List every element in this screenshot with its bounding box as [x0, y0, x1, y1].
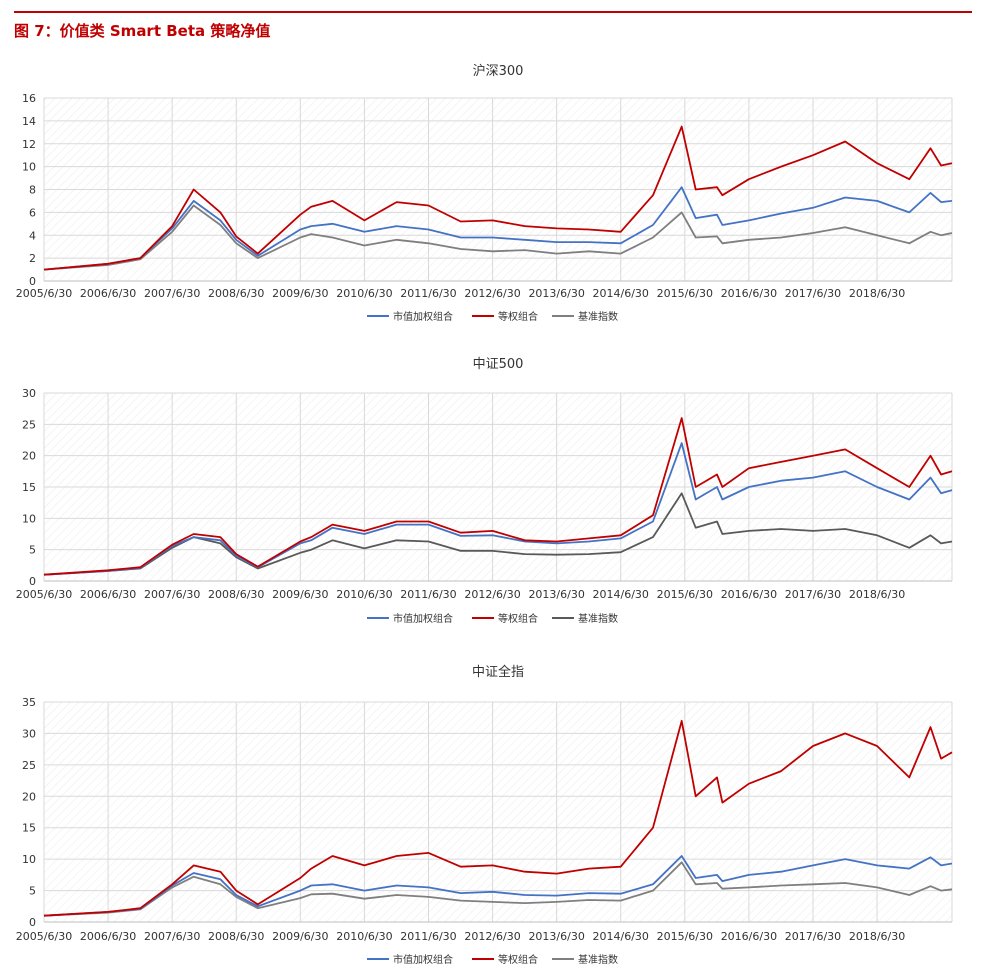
x-tick-label: 2012/6/30	[464, 588, 520, 601]
x-tick-label: 2006/6/30	[80, 287, 136, 300]
x-tick-label: 2018/6/30	[849, 588, 905, 601]
chart-3: 中证全指 0 5 10 15 20 25 30 35 2005/6/30 2006/6/30 2007…	[16, 664, 953, 966]
chart-title: 沪深300	[473, 63, 524, 79]
x-tick-label: 2008/6/30	[208, 930, 264, 943]
legend-label: 等权组合	[498, 953, 538, 966]
x-tick-label: 2014/6/30	[593, 287, 649, 300]
chart-2: 中证500 0 5 10 15 20 25 30 2005/6/30 2006/6/30 2007/…	[16, 357, 953, 625]
series-line	[43, 861, 953, 917]
x-tick-label: 2013/6/30	[528, 287, 584, 300]
y-tick-label: 30	[22, 387, 36, 400]
legend-label: 基准指数	[578, 612, 618, 625]
x-tick-label: 2017/6/30	[785, 287, 841, 300]
x-tick-label: 2017/6/30	[785, 588, 841, 601]
series-line	[43, 204, 953, 271]
x-tick-label: 2016/6/30	[721, 930, 777, 943]
x-tick-label: 2009/6/30	[272, 287, 328, 300]
chart-title: 中证500	[473, 357, 524, 372]
x-tick-label: 2011/6/30	[400, 930, 456, 943]
y-tick-label: 25	[22, 418, 36, 431]
x-tick-label: 2007/6/30	[144, 930, 200, 943]
y-tick-label: 14	[22, 115, 36, 128]
y-tick-label: 20	[22, 790, 36, 803]
y-tick-label: 5	[29, 544, 36, 557]
x-tick-label: 2016/6/30	[721, 588, 777, 601]
x-tick-label: 2009/6/30	[272, 930, 328, 943]
x-tick-label: 2017/6/30	[785, 930, 841, 943]
x-tick-label: 2013/6/30	[528, 588, 584, 601]
x-tick-label: 2005/6/30	[16, 287, 72, 300]
x-tick-label: 2012/6/30	[464, 930, 520, 943]
y-tick-label: 35	[22, 696, 36, 709]
x-tick-label: 2015/6/30	[657, 930, 713, 943]
y-tick-label: 0	[29, 575, 36, 588]
x-tick-label: 2005/6/30	[16, 930, 72, 943]
y-tick-label: 12	[22, 138, 36, 151]
legend-label: 等权组合	[498, 612, 538, 625]
series-line	[43, 125, 953, 271]
x-tick-label: 2006/6/30	[80, 930, 136, 943]
legend-label: 基准指数	[578, 310, 618, 323]
x-tick-label: 2011/6/30	[400, 287, 456, 300]
y-tick-label: 6	[29, 206, 36, 219]
x-tick-label: 2006/6/30	[80, 588, 136, 601]
y-tick-label: 5	[29, 885, 36, 898]
x-tick-label: 2016/6/30	[721, 287, 777, 300]
series-line	[43, 855, 953, 917]
chart-1: 沪深300 0 2 4 6 8 10 12 14 16 2005/6/30 2006/6/30 2007…	[16, 63, 953, 323]
plot-area	[44, 702, 952, 922]
x-tick-label: 2009/6/30	[272, 588, 328, 601]
series-line	[43, 417, 953, 576]
legend-label: 市值加权组合	[393, 612, 453, 625]
y-tick-label: 0	[29, 916, 36, 929]
y-tick-label: 30	[22, 727, 36, 740]
x-tick-label: 2013/6/30	[528, 930, 584, 943]
y-tick-label: 4	[29, 229, 36, 242]
y-tick-label: 15	[22, 481, 36, 494]
series-line	[43, 720, 953, 917]
series-line	[43, 186, 953, 271]
y-tick-label: 0	[29, 275, 36, 288]
y-tick-label: 15	[22, 822, 36, 835]
y-tick-label: 8	[29, 184, 36, 197]
y-tick-label: 10	[22, 853, 36, 866]
x-tick-label: 2005/6/30	[16, 588, 72, 601]
legend-label: 等权组合	[498, 310, 538, 323]
header-rule	[14, 11, 972, 13]
x-tick-label: 2008/6/30	[208, 287, 264, 300]
x-tick-label: 2010/6/30	[336, 287, 392, 300]
x-tick-label: 2012/6/30	[464, 287, 520, 300]
x-tick-label: 2014/6/30	[593, 588, 649, 601]
figure-title: 图 7：价值类 Smart Beta 策略净值	[14, 22, 271, 40]
x-tick-label: 2010/6/30	[336, 930, 392, 943]
x-tick-label: 2014/6/30	[593, 930, 649, 943]
legend-label: 基准指数	[578, 953, 618, 966]
y-tick-label: 16	[22, 92, 36, 105]
x-tick-label: 2018/6/30	[849, 930, 905, 943]
x-tick-label: 2011/6/30	[400, 588, 456, 601]
x-tick-label: 2015/6/30	[657, 287, 713, 300]
x-tick-label: 2010/6/30	[336, 588, 392, 601]
y-tick-label: 10	[22, 161, 36, 174]
x-tick-label: 2007/6/30	[144, 287, 200, 300]
y-tick-label: 20	[22, 450, 36, 463]
y-tick-label: 25	[22, 759, 36, 772]
chart-title: 中证全指	[472, 664, 524, 680]
legend-label: 市值加权组合	[393, 953, 453, 966]
series-line	[43, 442, 953, 576]
x-tick-label: 2018/6/30	[849, 287, 905, 300]
series-line	[43, 492, 953, 576]
legend-label: 市值加权组合	[393, 310, 453, 323]
y-tick-label: 10	[22, 512, 36, 525]
x-tick-label: 2007/6/30	[144, 588, 200, 601]
x-tick-label: 2008/6/30	[208, 588, 264, 601]
x-tick-label: 2015/6/30	[657, 588, 713, 601]
y-tick-label: 2	[29, 252, 36, 265]
